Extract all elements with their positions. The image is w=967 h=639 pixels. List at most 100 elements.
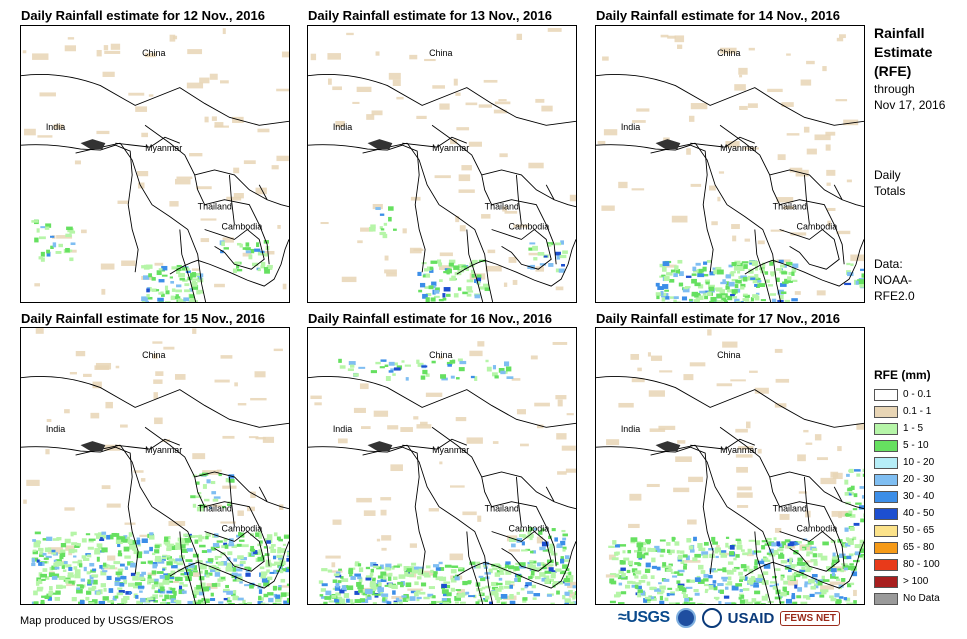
rainfall-cell [640, 547, 647, 552]
rainfall-cell [407, 573, 415, 577]
rainfall-cell [572, 595, 576, 600]
rainfall-cell [527, 564, 531, 568]
rainfall-cell [87, 546, 94, 550]
rainfall-cell [620, 591, 627, 595]
rainfall-cell [327, 569, 333, 573]
rainfall-cell [737, 540, 742, 545]
rainfall-cell [186, 548, 193, 552]
rainfall-cell [702, 266, 707, 272]
rainfall-cell [327, 78, 332, 85]
rainfall-cell [114, 581, 121, 586]
rainfall-cell [286, 555, 289, 558]
rainfall-cell [209, 73, 218, 80]
rainfall-cell [684, 597, 690, 602]
rainfall-cell [164, 536, 169, 542]
rainfall-cell [448, 262, 454, 267]
rainfall-cell [451, 275, 456, 279]
rainfall-cell [695, 297, 699, 301]
rainfall-cell [436, 600, 443, 604]
rainfall-cell [637, 562, 642, 567]
rainfall-cell [121, 260, 136, 266]
country-label-myanmar: Myanmar [720, 445, 757, 455]
rainfall-cell [421, 262, 427, 265]
rainfall-cell [767, 88, 783, 93]
rainfall-cell [24, 128, 36, 136]
rainfall-cell [860, 268, 864, 271]
rainfall-cell [813, 585, 819, 589]
rainfall-cell [716, 293, 723, 299]
rainfall-cell [226, 562, 233, 568]
rainfall-cell [719, 589, 724, 594]
rainfall-cell [74, 160, 81, 165]
rainfall-cell [387, 576, 392, 581]
rainfall-cell [644, 596, 651, 600]
rainfall-cell [675, 602, 680, 604]
rainfall-cell [548, 567, 554, 572]
rainfall-cell [721, 550, 727, 553]
rainfall-cell [146, 296, 153, 300]
rainfall-cell [171, 545, 177, 548]
rainfall-cell [811, 548, 818, 551]
rainfall-cell [758, 283, 766, 288]
rainfall-cell [282, 543, 286, 546]
rainfall-cell [264, 269, 270, 274]
rainfall-cell [637, 589, 643, 593]
rainfall-cell [250, 248, 255, 254]
rainfall-cell [465, 591, 470, 595]
rainfall-cell [718, 601, 722, 604]
rainfall-cell [123, 595, 130, 600]
rainfall-cell [282, 550, 287, 554]
rainfall-cell [689, 298, 693, 302]
country-border [194, 471, 289, 510]
rainfall-cell [435, 567, 441, 571]
rainfall-cell [733, 266, 741, 271]
rainfall-cell [286, 597, 289, 603]
rainfall-cell [236, 242, 242, 246]
rainfall-cell [373, 410, 389, 417]
rainfall-cell [220, 521, 236, 524]
rainfall-cell [242, 599, 246, 604]
rainfall-cell [826, 566, 831, 570]
rainfall-cell [720, 47, 737, 54]
rainfall-cell [727, 581, 733, 586]
rainfall-cell [735, 554, 740, 558]
rainfall-cell [738, 596, 742, 600]
rainfall-cell [470, 269, 475, 274]
rainfall-cell [324, 596, 332, 600]
rainfall-cell [854, 544, 861, 549]
rainfall-cell [441, 589, 449, 594]
rainfall-cell [41, 595, 45, 598]
rainfall-cell [428, 586, 435, 590]
rainfall-cell [862, 468, 864, 472]
rainfall-cell [384, 567, 390, 571]
rainfall-cell [529, 563, 533, 566]
rainfall-cell [791, 298, 798, 302]
rainfall-cell [476, 561, 481, 565]
rainfall-cell [714, 547, 721, 553]
rainfall-cell [45, 555, 52, 559]
rainfall-cell [331, 595, 337, 598]
rainfall-cell [843, 567, 848, 571]
rainfall-cell [666, 549, 671, 554]
rainfall-cell [754, 561, 758, 566]
rainfall-cell [847, 565, 853, 570]
rainfall-cell [694, 592, 700, 596]
rainfall-cell [236, 573, 242, 577]
country-border [491, 530, 552, 572]
rainfall-cell [850, 492, 854, 496]
rainfall-cell [667, 587, 673, 590]
rainfall-cell [384, 364, 389, 367]
rainfall-cell [224, 603, 232, 604]
rainfall-cell [268, 546, 275, 549]
country-border [21, 376, 289, 428]
rainfall-cell [498, 577, 503, 581]
rainfall-cell [499, 153, 508, 158]
rainfall-cell [176, 176, 193, 179]
rainfall-cell [443, 581, 451, 584]
rainfall-cell [410, 590, 416, 594]
rainfall-cell [739, 576, 746, 580]
rainfall-cell [457, 358, 463, 362]
rainfall-cell [613, 594, 620, 598]
rainfall-cell [266, 265, 273, 270]
rainfall-cell [697, 564, 704, 570]
